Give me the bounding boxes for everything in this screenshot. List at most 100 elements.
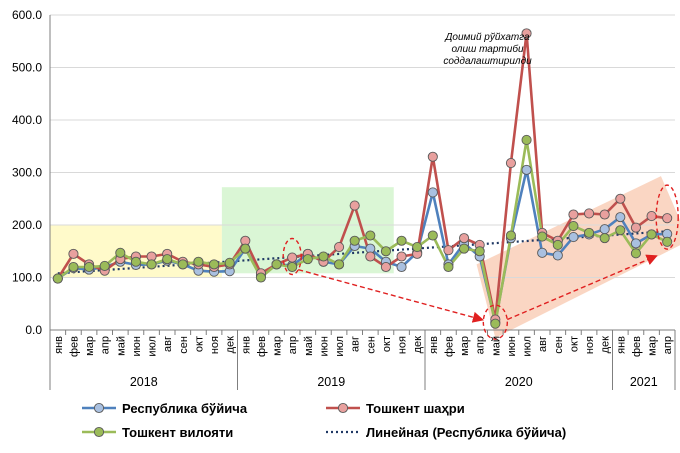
series-2-point — [427, 230, 438, 241]
series-1-point — [521, 28, 532, 39]
legend-label: Тошкент шаҳри — [366, 401, 465, 416]
x-tick-label: дек — [412, 336, 424, 354]
series-line-2 — [57, 138, 668, 326]
x-tick-label: авг — [350, 336, 362, 352]
series-1-point — [459, 233, 470, 244]
x-tick-label: сен — [365, 336, 377, 354]
series-2-point — [287, 261, 298, 273]
year-label: 2018 — [130, 375, 158, 389]
y-tick-label: 0.0 — [25, 323, 42, 337]
x-tick-label: окт — [568, 336, 580, 352]
y-tick-label: 500.0 — [12, 61, 42, 75]
legend-label: Республика бўйича — [122, 401, 248, 416]
legend-swatch-marker — [93, 402, 105, 414]
x-tick-label: июл — [147, 336, 159, 357]
x-tick-label: янв — [428, 336, 440, 354]
x-tick-label: май — [303, 336, 315, 356]
series-1-point — [287, 252, 298, 263]
series-0-point — [537, 247, 548, 258]
series-2-point — [177, 259, 188, 270]
series-2-point — [52, 273, 63, 284]
series-1-point — [427, 151, 438, 162]
x-tick-label: сен — [553, 336, 565, 354]
x-tick-label: июл — [522, 336, 534, 357]
x-tick-label: фев — [631, 336, 643, 357]
x-tick-label: мар — [647, 336, 659, 356]
year-label: 2021 — [630, 375, 658, 389]
year-label: 2020 — [505, 375, 533, 389]
x-tick-label: ноя — [584, 336, 596, 354]
series-1-point — [334, 241, 345, 253]
legend-label: Тошкент вилояти — [122, 425, 233, 440]
series-0-point — [615, 212, 626, 223]
series-2-point — [115, 247, 126, 258]
series-0-point — [630, 238, 641, 249]
x-tick-label: окт — [193, 336, 205, 352]
year-label: 2019 — [317, 375, 345, 389]
series-layer — [52, 28, 673, 329]
y-tick-label: 300.0 — [12, 166, 42, 180]
x-tick-label: янв — [53, 336, 65, 354]
series-2-point — [615, 225, 626, 236]
y-tick-label: 200.0 — [12, 218, 42, 232]
x-tick-label: ноя — [209, 336, 221, 354]
series-2-point — [505, 230, 516, 241]
x-tick-label: мар — [272, 336, 284, 356]
series-0-point — [568, 232, 579, 243]
x-tick-label: май — [490, 336, 502, 356]
series-2-point — [84, 261, 95, 273]
x-tick-label: фев — [68, 336, 80, 357]
series-2-point — [99, 260, 110, 272]
series-2-point — [349, 235, 360, 246]
series-1-point — [443, 245, 454, 256]
axes: 0.0 100.0 200.0 300.0 400.0 500.0 600.0 — [12, 8, 675, 337]
series-2-point — [209, 259, 220, 270]
series-1-point — [380, 261, 391, 273]
series-2-point — [318, 251, 329, 262]
x-tick-label: июл — [334, 336, 346, 357]
series-2-point — [255, 272, 266, 283]
annotation-text: олиш тартиби — [451, 43, 523, 55]
arrow-2020-to-2021 — [507, 254, 658, 321]
series-2-point — [68, 261, 79, 273]
series-2-point — [224, 257, 235, 268]
annotation-text: соддалаштирилди — [443, 56, 532, 67]
series-1-point — [68, 248, 79, 259]
series-1-point — [396, 251, 407, 262]
series-1-point — [349, 200, 360, 211]
x-tick-label: ноя — [397, 336, 409, 354]
series-2-point — [240, 243, 251, 254]
x-tick-label: дек — [600, 336, 612, 354]
series-2-point — [474, 246, 485, 257]
annotation-text: Доимий рўйхатга — [444, 31, 530, 43]
x-tick-label: мар — [459, 336, 471, 356]
legend-swatch-marker — [337, 402, 349, 414]
series-2-point — [443, 261, 454, 273]
series-2-point — [396, 235, 407, 246]
x-tick-label: авг — [537, 336, 549, 352]
series-1-point — [662, 213, 673, 224]
x-tick-label: фев — [443, 336, 455, 357]
x-tick-label: апр — [287, 336, 299, 354]
series-1-point — [584, 208, 595, 219]
series-2-point — [380, 246, 391, 257]
series-1-point — [505, 157, 516, 169]
x-tick-label: авг — [162, 336, 174, 352]
series-line-1 — [56, 32, 668, 321]
series-2-point — [302, 254, 313, 265]
x-tick-label: янв — [615, 336, 627, 354]
series-2-point — [130, 256, 141, 267]
series-2-point — [521, 134, 532, 145]
series-1-point — [599, 209, 610, 220]
series-2-point — [412, 241, 423, 253]
x-tick-label: апр — [100, 336, 112, 354]
series-2-point — [662, 236, 673, 247]
x-tick-label: фев — [256, 336, 268, 357]
legend: Республика бўйича Тошкент шаҳри Тошкент ви… — [82, 401, 566, 440]
series-1-point — [630, 222, 641, 233]
x-tick-label: июн — [506, 336, 518, 356]
series-1-point — [646, 211, 657, 222]
y-tick-label: 100.0 — [12, 271, 42, 285]
